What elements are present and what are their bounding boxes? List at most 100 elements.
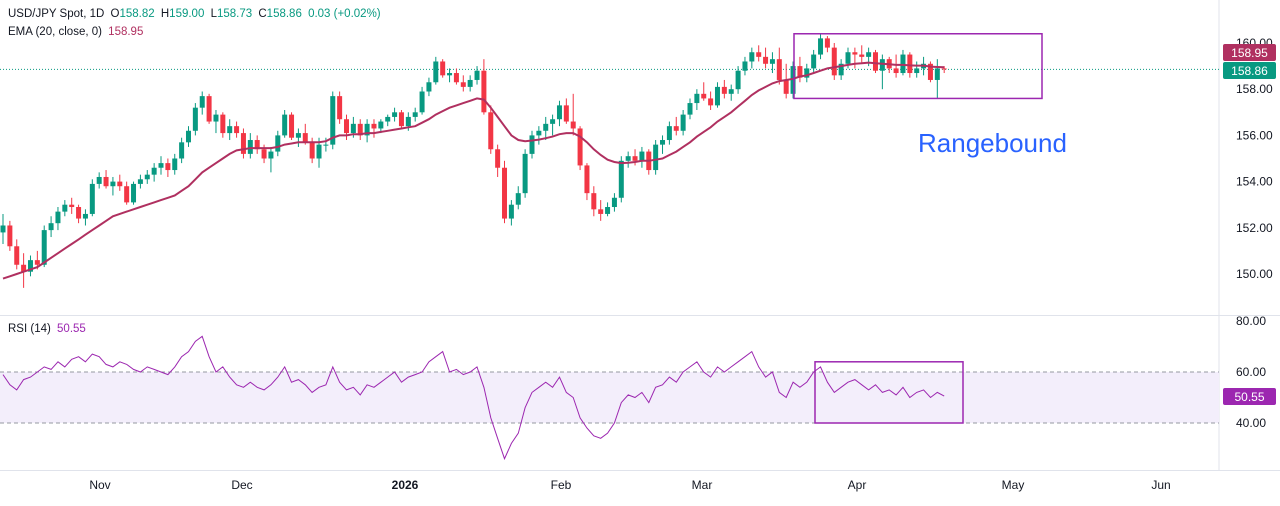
candle-body [199, 96, 205, 108]
rsi-tick-label: 40.00 [1236, 416, 1266, 430]
ema-legend-label: EMA (20, close, 0) [8, 26, 102, 38]
candle-body [14, 246, 20, 265]
candle-body [694, 93, 700, 104]
rsi-value-badge [1223, 388, 1276, 405]
candle-body [254, 140, 260, 150]
candle-body [220, 114, 226, 134]
candle-body [192, 107, 198, 131]
open-value: 158.82 [119, 8, 155, 20]
candle-body [872, 52, 878, 71]
candle-body [371, 123, 377, 129]
candle-body [82, 213, 88, 219]
candle-body [295, 133, 301, 138]
candle-body [673, 126, 679, 131]
candle-body [536, 130, 542, 136]
candle-body [350, 123, 356, 134]
price-tick-label: 152.00 [1236, 221, 1273, 235]
candle-body [412, 112, 418, 117]
rsi-tick-label: 60.00 [1236, 365, 1266, 379]
candle-body [790, 66, 796, 94]
candle-body [467, 79, 473, 87]
candle-body [660, 140, 666, 145]
high-label: H [160, 8, 170, 20]
candle-body [131, 183, 137, 203]
candle-body [48, 223, 54, 231]
candle-body [824, 38, 830, 48]
candle-body [543, 123, 549, 131]
candle-body [330, 96, 336, 145]
candle-body [742, 61, 748, 71]
candle-body [474, 70, 480, 80]
candle-body [666, 126, 672, 141]
candle-body [137, 179, 143, 184]
candle-body [900, 54, 906, 74]
price-tick-label: 154.00 [1236, 175, 1273, 189]
candle-body [769, 59, 775, 64]
low-value: 158.73 [216, 8, 253, 20]
candle-body [151, 167, 157, 175]
candle-body [680, 114, 686, 131]
candle-body [426, 82, 432, 92]
candle-body [0, 225, 6, 233]
candle-body [893, 68, 899, 74]
candle-body [247, 140, 253, 154]
candle-body [625, 156, 631, 161]
candle-body [110, 181, 116, 187]
candle-body [914, 68, 920, 74]
candle-body [907, 54, 913, 74]
candle-body [488, 112, 494, 150]
candle-body [27, 260, 33, 272]
candle-body [797, 66, 803, 78]
candle-body [89, 183, 95, 214]
candle-body [831, 47, 837, 76]
candle-body [728, 89, 734, 94]
candle-body [34, 260, 40, 265]
candle-body [124, 186, 130, 203]
candle-body [563, 105, 569, 122]
candle-body [550, 119, 556, 124]
candle-body [735, 70, 741, 90]
candle-body [776, 59, 782, 80]
ema-line [2, 61, 945, 280]
time-tick-label: Feb [551, 478, 572, 492]
candle-body [927, 63, 933, 80]
candle-body [185, 130, 191, 143]
candle-body [708, 98, 714, 106]
candle-body [611, 197, 617, 208]
candle-body [440, 61, 446, 76]
candle-body [591, 193, 597, 210]
time-tick-label: May [1002, 478, 1025, 492]
candle-body [268, 151, 274, 159]
candle-body [783, 79, 789, 94]
open-label: O [110, 8, 120, 20]
candle-body [453, 73, 459, 83]
rsi-line [2, 335, 945, 461]
candle-body [206, 96, 212, 122]
candle-body [172, 158, 178, 171]
candle-body [838, 63, 844, 76]
change-value: 0.03 (+0.02%) [308, 8, 381, 20]
candle-body [419, 91, 425, 113]
candle-body [852, 52, 858, 55]
rsi-tick-label: 80.00 [1236, 314, 1266, 328]
candle-body [316, 144, 322, 159]
ema-legend-value: 158.95 [108, 26, 144, 38]
candle-body [96, 176, 102, 184]
rangebound-annotation: Rangebound [918, 128, 1067, 158]
candle-body [714, 86, 720, 106]
candle-body [289, 114, 295, 138]
price-tick-label: 156.00 [1236, 128, 1273, 142]
last-price-badge-text: 158.86 [1231, 64, 1268, 78]
candle-body [481, 70, 487, 113]
candle-body [275, 135, 281, 152]
candle-body [598, 209, 604, 214]
candle-body [240, 133, 246, 154]
candle-body [323, 144, 329, 146]
candle-body [21, 264, 27, 272]
candle-body [7, 225, 13, 247]
candle-body [309, 142, 315, 159]
price-tick-label: 158.00 [1236, 82, 1273, 96]
candle-body [337, 96, 343, 120]
candle-body [941, 68, 947, 70]
